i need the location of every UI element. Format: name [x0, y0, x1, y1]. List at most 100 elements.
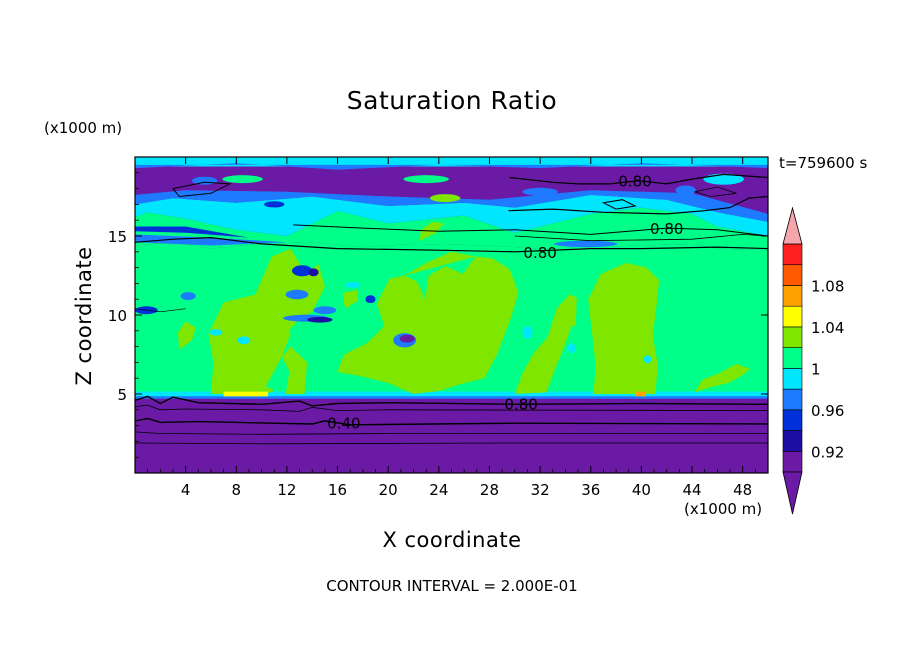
cloud-base-band-blue — [135, 396, 768, 399]
pocket-12 — [567, 343, 576, 353]
x-tick-label: 4 — [181, 481, 191, 499]
plume-11 — [429, 194, 461, 203]
pocket-11 — [522, 326, 533, 339]
pocket-14 — [643, 355, 652, 364]
plume-9 — [342, 289, 358, 309]
contour-080-low — [135, 395, 768, 407]
contour-interval-label: CONTOUR INTERVAL = 2.000E-01 — [326, 577, 578, 595]
cloud-base-orange — [635, 391, 646, 397]
contour-ring-3 — [694, 186, 737, 197]
pocket-3b — [307, 316, 333, 323]
colorbar-segment — [782, 285, 803, 307]
plume-3 — [337, 256, 519, 394]
time-label: t=759600 s — [779, 154, 868, 172]
pocket-1 — [285, 289, 309, 300]
colorbar-label: 1.04 — [811, 319, 844, 337]
colorbar-segment — [782, 326, 803, 348]
colorbar-segment — [782, 368, 803, 390]
pocket-6 — [365, 295, 376, 304]
contour-thin-1 — [135, 308, 186, 313]
contour-ring-2 — [601, 199, 637, 210]
x-tick-label: 24 — [429, 481, 448, 499]
plume-2 — [281, 346, 308, 394]
colorbar-segment — [782, 409, 803, 431]
y-axis-label: Z coordinate — [72, 246, 96, 386]
saturation-field — [135, 157, 768, 473]
x-tick-label: 8 — [232, 481, 242, 499]
pocket-2 — [291, 265, 313, 277]
contour-080-upper — [508, 195, 768, 215]
colorbar-segment — [782, 388, 803, 411]
plume-7 — [178, 321, 196, 350]
plume-4b — [561, 294, 577, 327]
y-tick-label: 5 — [117, 386, 127, 404]
colorbar-label: 0.92 — [811, 443, 844, 461]
pocket-13 — [345, 282, 361, 288]
upper-patch-8 — [554, 240, 618, 248]
upper-patch-5 — [522, 187, 558, 196]
contour-020 — [135, 442, 768, 445]
x-axis-label: X coordinate — [382, 528, 522, 552]
contour-labels: 0.80 0.40 0.80 0.80 0.80 — [327, 173, 683, 433]
x-tick-label: 20 — [379, 481, 398, 499]
contour-lines — [135, 173, 768, 445]
plume-1b — [261, 299, 291, 394]
top-strip — [135, 157, 768, 167]
colorbar-segment — [782, 264, 803, 286]
contour-080-top — [509, 173, 768, 185]
contour-label: 0.40 — [327, 414, 360, 432]
x-tick-label: 36 — [581, 481, 600, 499]
x-tick-label: 44 — [682, 481, 701, 499]
contour-ring-1 — [172, 181, 232, 198]
upper-patch-6 — [191, 176, 218, 185]
upper-patch-7 — [264, 201, 285, 208]
y-tick-label: 15 — [108, 228, 127, 246]
colorbar-segment — [782, 243, 803, 266]
pocket-7 — [180, 292, 196, 300]
x-tick-label: 48 — [733, 481, 752, 499]
colorbar-label: 1.08 — [811, 277, 844, 295]
colorbar-label: 1 — [811, 360, 821, 378]
x-axis-unit: (x1000 m) — [684, 500, 763, 518]
upper-patch-1 — [222, 175, 263, 184]
plume-4 — [514, 294, 577, 394]
upper-green-band — [135, 207, 768, 251]
upper-cyan-band — [135, 194, 768, 236]
plume-8 — [224, 335, 239, 364]
pocket-2b — [308, 268, 319, 277]
pocket-10 — [209, 329, 223, 336]
chart-title: Saturation Ratio — [346, 86, 558, 115]
plume-6 — [694, 364, 751, 393]
x-tick-label: 32 — [531, 481, 550, 499]
contour-030 — [135, 431, 768, 435]
cloud-base-band — [135, 391, 768, 397]
colorbar-segment — [782, 305, 803, 328]
x-tick-label: 28 — [480, 481, 499, 499]
y-axis-unit: (x1000 m) — [44, 119, 123, 137]
contour-label: 0.80 — [618, 173, 651, 191]
contour-label: 0.80 — [504, 395, 537, 413]
colorbar-segment — [782, 450, 803, 473]
x-tick-label: 12 — [277, 481, 296, 499]
left-wedge-dark — [135, 226, 249, 238]
y-tick-label: 10 — [108, 307, 127, 325]
colorbar-segment — [782, 347, 803, 369]
colorbar-over-triangle — [782, 206, 803, 245]
upper-patch-4 — [675, 185, 696, 195]
contour-070-low — [135, 404, 768, 412]
contour-label: 0.80 — [650, 220, 683, 238]
colorbar-label: 0.96 — [811, 402, 844, 420]
pocket-4 — [313, 306, 337, 315]
contour-080-mid — [135, 236, 768, 253]
x-tick-label: 16 — [328, 481, 347, 499]
contour-label: 0.80 — [523, 244, 556, 262]
plume-1c — [262, 384, 275, 394]
upper-patch-2 — [403, 175, 449, 184]
pocket-9 — [237, 336, 251, 345]
top-strip-blue — [135, 163, 768, 170]
contour-070-mid — [293, 224, 768, 237]
colorbar-under-triangle — [782, 471, 803, 515]
contour-040 — [135, 417, 768, 426]
x-tick-label: 40 — [632, 481, 651, 499]
